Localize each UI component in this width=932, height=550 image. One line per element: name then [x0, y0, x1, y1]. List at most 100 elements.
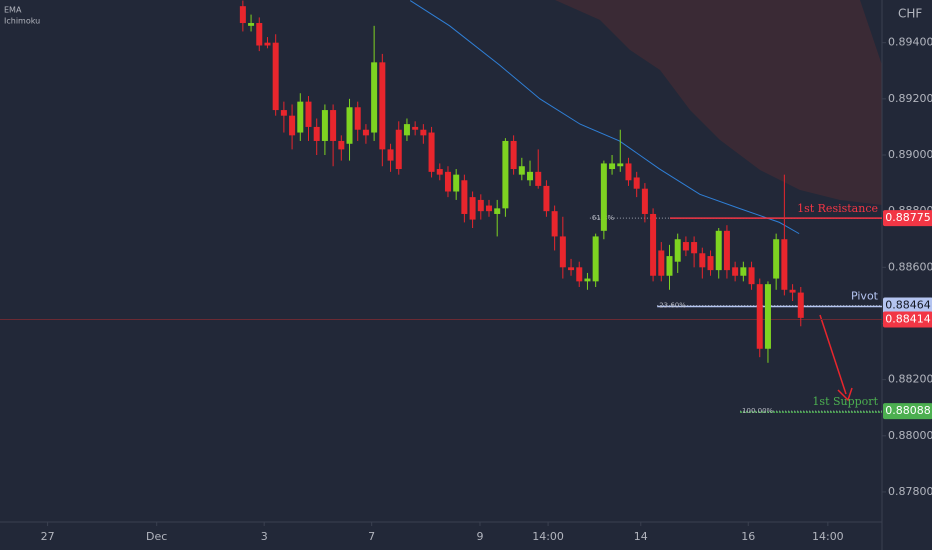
y-tick-label: 0.89000 [888, 148, 932, 161]
candle-body [715, 230, 722, 271]
candle-body [354, 107, 361, 130]
candle-body [403, 124, 410, 136]
x-tick-label: 7 [368, 530, 375, 543]
candle-body [535, 171, 542, 186]
y-tick-label: 0.88600 [888, 260, 932, 273]
x-tick-label: 16 [741, 530, 755, 543]
x-tick-label: 27 [41, 530, 55, 543]
ema-line [409, 0, 800, 235]
candle-body [559, 236, 566, 268]
x-tick-label: 14:00 [532, 530, 564, 543]
candle-body [617, 163, 624, 167]
candle-body [527, 171, 534, 181]
candle-body [362, 129, 369, 136]
candle-body [732, 267, 739, 276]
candle-body [699, 253, 706, 268]
x-tick-label: 3 [261, 530, 268, 543]
candle-body [477, 199, 484, 212]
candle-body [412, 126, 419, 130]
y-tick-label: 0.88200 [888, 373, 932, 386]
price-tag [883, 210, 932, 227]
x-tick-label: Dec [146, 530, 167, 543]
candle-body [280, 110, 287, 116]
price-tag [883, 297, 932, 314]
price-tag [883, 311, 932, 328]
candle-body [609, 163, 616, 170]
candle-body [658, 250, 665, 276]
candle-body [641, 188, 648, 214]
level-name: 1st Resistance [797, 202, 878, 215]
candle-body [568, 267, 575, 271]
candle-body [518, 166, 525, 175]
y-tick-label: 0.87800 [888, 485, 932, 498]
candle-body [625, 163, 632, 181]
candle-body [330, 110, 337, 141]
candle-body [510, 140, 517, 170]
candle-body [600, 163, 607, 231]
candle-body [707, 256, 714, 271]
candle-body [502, 140, 509, 209]
candle-body [453, 174, 460, 192]
candle-body [666, 256, 673, 276]
fib-label: 23.60% [659, 302, 686, 310]
candle-body [756, 284, 763, 349]
candle-body [584, 278, 591, 282]
candle-body [395, 129, 402, 170]
candle-body [674, 239, 681, 262]
candle-body [797, 292, 804, 318]
candle-body [789, 289, 796, 293]
legend-ema: EMA [4, 6, 22, 15]
candle-body [305, 101, 312, 127]
candle-body [297, 101, 304, 133]
level-name: 1st Support [812, 395, 878, 408]
candle-body [748, 267, 755, 285]
candle-body [592, 236, 599, 282]
candle-body [551, 211, 558, 237]
level-name: Pivot [851, 290, 879, 303]
candle-body [773, 239, 780, 279]
candle-body [436, 169, 443, 175]
fib-label: 100.00% [742, 407, 773, 415]
candle-body [633, 177, 640, 189]
candle-body [469, 197, 476, 220]
candle-body [346, 107, 353, 144]
price-tag-label: 0.88414 [885, 313, 931, 326]
candle-body [650, 213, 657, 276]
candle-body [576, 267, 583, 282]
legend-ichimoku: Ichimoku [4, 17, 40, 26]
candle-body [781, 239, 788, 290]
x-tick-label: 14 [634, 530, 648, 543]
candle-body [289, 115, 296, 136]
price-tag-label: 0.88088 [885, 404, 931, 417]
y-tick-label: 0.89400 [888, 36, 932, 49]
candle-body [239, 6, 246, 24]
x-tick-label: 14:00 [812, 530, 844, 543]
candle-body [313, 126, 320, 141]
candle-body [264, 42, 271, 46]
candle-body [321, 110, 328, 141]
candle-body [764, 284, 771, 349]
price-tag-label: 0.88464 [885, 299, 931, 312]
candle-body [740, 267, 747, 276]
candle-body [444, 171, 451, 192]
candle-body [371, 62, 378, 133]
candle-body [338, 140, 345, 150]
ichimoku-cloud [555, 0, 882, 205]
candle-body [420, 129, 427, 136]
candle-body [723, 230, 730, 271]
candle-body [461, 180, 468, 214]
price-tag [883, 403, 932, 420]
arrow-head [837, 387, 853, 402]
currency: CHF [898, 7, 922, 21]
candle-body [272, 42, 279, 111]
candle-body [256, 23, 263, 46]
candle-body [428, 132, 435, 172]
candle-body [691, 242, 698, 254]
y-tick-label: 0.88000 [888, 429, 932, 442]
candle-body [682, 242, 689, 251]
y-tick-label: 0.89200 [888, 92, 932, 105]
candle-body [248, 23, 255, 26]
candle-body [543, 185, 550, 212]
arrow [819, 314, 847, 395]
